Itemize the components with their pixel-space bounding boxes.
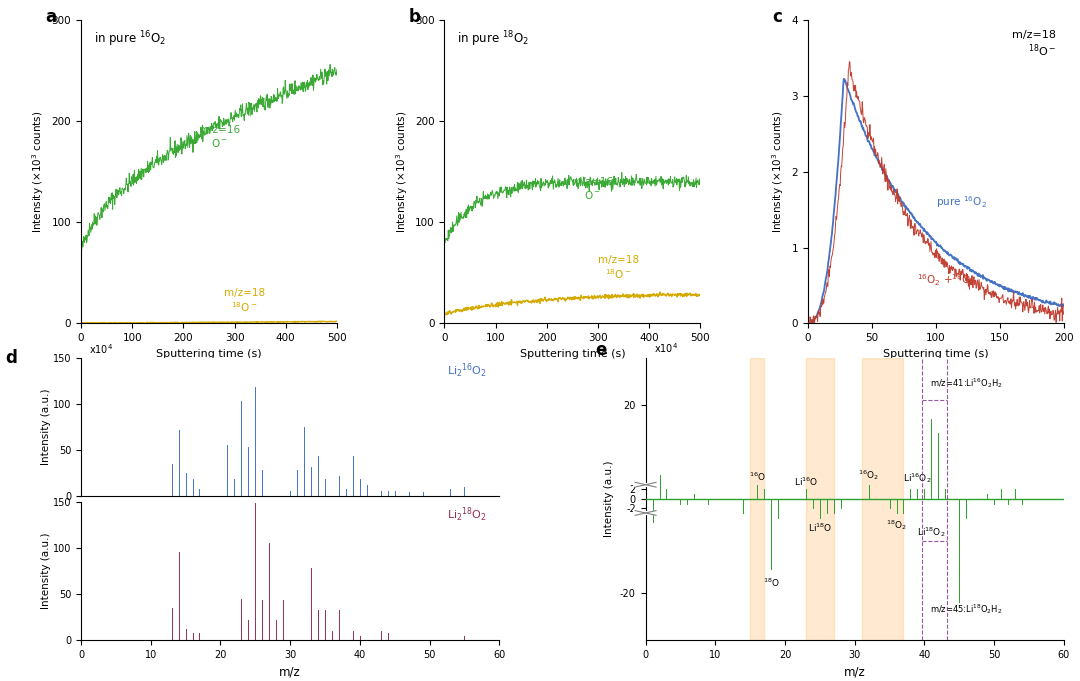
Text: in pure $^{16}$O$_2$: in pure $^{16}$O$_2$ xyxy=(94,29,165,49)
Y-axis label: Intensity (×10$^3$ counts): Intensity (×10$^3$ counts) xyxy=(30,111,46,233)
Y-axis label: Intensity (×10$^3$ counts): Intensity (×10$^3$ counts) xyxy=(394,111,409,233)
X-axis label: Sputtering time (s): Sputtering time (s) xyxy=(519,349,625,359)
Text: m/z=41:Li$^{16}$O$_2$H$_2$: m/z=41:Li$^{16}$O$_2$H$_2$ xyxy=(930,377,1002,390)
Text: x10$^4$: x10$^4$ xyxy=(654,341,678,355)
Text: $^{16}$O$_2$ +$^{18}$O$_2$: $^{16}$O$_2$ +$^{18}$O$_2$ xyxy=(917,272,975,288)
Text: m/z=16
O$^-$: m/z=16 O$^-$ xyxy=(199,125,240,148)
Text: a: a xyxy=(45,8,56,27)
Text: x10$^4$: x10$^4$ xyxy=(90,343,113,356)
Text: e: e xyxy=(595,340,607,359)
Text: $^{18}$O: $^{18}$O xyxy=(762,577,780,589)
Text: m/z=18
$^{18}$O$^-$: m/z=18 $^{18}$O$^-$ xyxy=(1012,29,1056,59)
Text: pure $^{16}$O$_2$: pure $^{16}$O$_2$ xyxy=(936,194,987,210)
Text: Li$^{16}$O: Li$^{16}$O xyxy=(794,475,818,488)
Text: b: b xyxy=(408,8,420,27)
Y-axis label: Intensity (a.u.): Intensity (a.u.) xyxy=(41,533,52,609)
Text: m/z=18
$^{18}$O$^-$: m/z=18 $^{18}$O$^-$ xyxy=(225,288,266,315)
X-axis label: Sputtering time (s): Sputtering time (s) xyxy=(883,349,988,359)
Text: $^{16}$O: $^{16}$O xyxy=(748,471,766,483)
X-axis label: m/z: m/z xyxy=(280,665,301,678)
Text: d: d xyxy=(5,349,17,367)
Text: Li$_2$$^{18}$O$_2$: Li$_2$$^{18}$O$_2$ xyxy=(447,506,487,524)
Text: c: c xyxy=(772,8,782,27)
X-axis label: m/z: m/z xyxy=(843,665,865,678)
Text: Li$^{16}$O$_2$: Li$^{16}$O$_2$ xyxy=(903,471,932,485)
Bar xyxy=(862,358,904,640)
Text: Li$^{18}$O: Li$^{18}$O xyxy=(808,522,832,534)
Y-axis label: Intensity (a.u.): Intensity (a.u.) xyxy=(605,460,615,537)
Text: $^{18}$O$_2$: $^{18}$O$_2$ xyxy=(886,518,907,532)
Bar xyxy=(806,358,834,640)
Text: Li$^{18}$O$_2$: Li$^{18}$O$_2$ xyxy=(917,525,946,539)
Bar xyxy=(751,358,764,640)
Text: m/z=18
$^{18}$O$^-$: m/z=18 $^{18}$O$^-$ xyxy=(598,255,639,281)
Y-axis label: Intensity (a.u.): Intensity (a.u.) xyxy=(41,389,52,465)
X-axis label: Sputtering time (s): Sputtering time (s) xyxy=(157,349,261,359)
Text: m/z=45:Li$^{18}$O$_2$H$_2$: m/z=45:Li$^{18}$O$_2$H$_2$ xyxy=(930,603,1002,616)
Text: $^{16}$O$_2$: $^{16}$O$_2$ xyxy=(859,469,879,482)
Y-axis label: Intensity (×10$^3$ counts): Intensity (×10$^3$ counts) xyxy=(770,111,786,233)
Text: Li$_2$$^{16}$O$_2$: Li$_2$$^{16}$O$_2$ xyxy=(447,362,487,380)
Text: m/z=16
O$^-$: m/z=16 O$^-$ xyxy=(572,177,613,201)
Text: in pure $^{18}$O$_2$: in pure $^{18}$O$_2$ xyxy=(457,29,529,49)
